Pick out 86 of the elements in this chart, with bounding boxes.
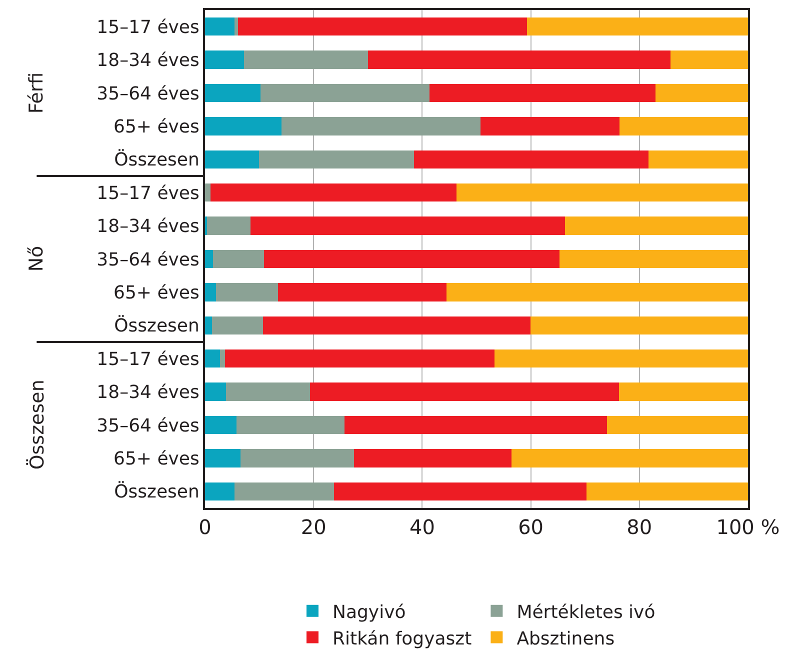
y-tick-label: 35–64 éves xyxy=(96,249,200,270)
bar xyxy=(234,17,238,36)
bar xyxy=(205,50,244,69)
bar xyxy=(205,382,226,401)
bar xyxy=(212,316,264,335)
bar xyxy=(210,183,456,202)
bar xyxy=(282,117,480,136)
y-tick-label: 18–34 éves xyxy=(96,50,200,72)
legend-label: Ritkán fogyaszt xyxy=(332,628,472,650)
bar xyxy=(205,117,282,136)
bar xyxy=(527,17,748,36)
bar xyxy=(216,283,278,302)
text: Nő xyxy=(26,246,48,272)
bar xyxy=(414,150,649,169)
bar xyxy=(244,50,368,69)
bar xyxy=(278,283,447,302)
bar xyxy=(560,250,748,268)
bar xyxy=(586,482,748,501)
legend-label: Nagyivó xyxy=(332,602,406,623)
y-tick-label: 35–64 éves xyxy=(96,83,200,104)
bar xyxy=(205,449,240,468)
y-tick-label: 35–64 éves xyxy=(96,415,200,436)
y-tick-label: Összesen xyxy=(114,480,200,503)
bar xyxy=(511,449,748,468)
bar xyxy=(205,17,234,36)
bar xyxy=(234,482,334,501)
bar xyxy=(263,316,530,335)
legend-label: Absztinens xyxy=(516,628,615,650)
bar xyxy=(310,382,619,401)
bar xyxy=(213,250,264,268)
y-tick-label: 15–17 éves xyxy=(96,16,200,38)
bar xyxy=(205,150,259,169)
bar xyxy=(260,84,430,102)
bar xyxy=(670,50,748,69)
bar xyxy=(456,183,748,202)
bar xyxy=(429,84,656,102)
bar xyxy=(446,283,748,302)
x-tick-label: 20 xyxy=(300,515,326,539)
y-tick-label: 65+ éves xyxy=(114,282,200,304)
bar xyxy=(207,216,251,235)
bar xyxy=(250,216,566,235)
bar xyxy=(618,382,748,401)
bar xyxy=(205,316,212,335)
bar xyxy=(565,216,748,235)
x-tick-label: 60 xyxy=(518,515,544,539)
x-tick-label: 100 % xyxy=(716,515,780,539)
bar xyxy=(530,316,748,335)
bar xyxy=(344,416,607,434)
legend-label: Mértékletes ivó xyxy=(516,602,656,623)
bar xyxy=(494,349,748,368)
bar xyxy=(648,150,748,169)
bar xyxy=(205,482,234,501)
bar xyxy=(238,17,527,36)
y-tick-label: 15–17 éves xyxy=(96,348,200,370)
bar xyxy=(205,349,220,368)
bar xyxy=(220,349,226,368)
bar xyxy=(258,150,414,169)
y-tick-label: Összesen xyxy=(114,314,200,337)
bar xyxy=(205,416,236,434)
y-tick-label: 18–34 éves xyxy=(96,216,200,238)
text: Összesen xyxy=(26,380,49,470)
bar xyxy=(606,416,748,434)
text: Férfi xyxy=(26,72,48,114)
y-tick-label: 65+ éves xyxy=(114,116,200,138)
bar xyxy=(354,449,512,468)
bar xyxy=(236,416,345,434)
bar xyxy=(225,349,494,368)
bar xyxy=(205,183,210,202)
bar xyxy=(656,84,748,102)
bar xyxy=(226,382,310,401)
x-tick-label: 0 xyxy=(198,515,212,539)
bar xyxy=(205,283,216,302)
bar xyxy=(480,117,620,136)
y-tick-label: Összesen xyxy=(114,148,200,171)
x-tick-label: 80 xyxy=(626,515,652,539)
y-tick-label: 65+ éves xyxy=(114,448,200,470)
bar xyxy=(205,250,214,268)
y-tick-label: 15–17 éves xyxy=(96,182,200,204)
y-tick-label: 18–34 éves xyxy=(96,382,200,404)
bar xyxy=(619,117,748,136)
bar xyxy=(368,50,670,69)
bar xyxy=(205,84,260,102)
bar xyxy=(264,250,560,268)
bar xyxy=(240,449,354,468)
x-tick-label: 40 xyxy=(409,515,435,539)
bar xyxy=(334,482,587,501)
